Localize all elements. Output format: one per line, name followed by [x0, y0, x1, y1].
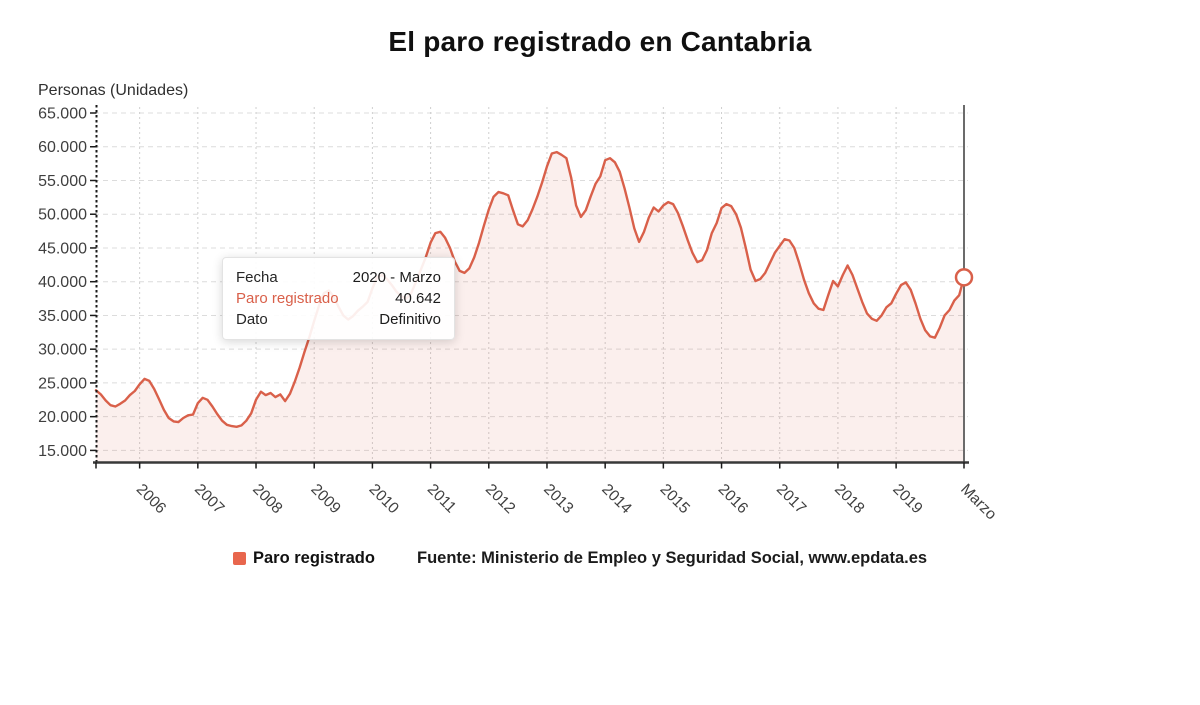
y-axis-title: Personas (Unidades)	[38, 82, 189, 99]
svg-text:2015: 2015	[657, 481, 693, 517]
tooltip-label-paro: Paro registrado	[236, 290, 339, 307]
svg-text:40.000: 40.000	[38, 274, 87, 291]
svg-text:2017: 2017	[773, 481, 809, 517]
tooltip-row-paro: Paro registrado 40.642	[236, 290, 441, 308]
svg-text:2018: 2018	[831, 481, 867, 517]
tooltip-value-dato: Definitivo	[379, 311, 441, 328]
svg-text:15.000: 15.000	[38, 443, 87, 460]
y-axis	[90, 105, 98, 464]
svg-text:2013: 2013	[540, 481, 576, 517]
tooltip-row-fecha: Fecha 2020 - Marzo	[236, 269, 441, 287]
legend-swatch-icon	[233, 552, 246, 565]
svg-text:2016: 2016	[715, 481, 751, 517]
svg-text:65.000: 65.000	[38, 106, 87, 123]
series-area	[96, 152, 964, 462]
x-axis-tick-labels: 2006 2007 2008 2009 2010 2011 2012 2013 2014 2015…	[133, 481, 1000, 523]
legend-item-paro-registrado[interactable]: Paro registrado	[233, 549, 375, 568]
svg-text:2010: 2010	[366, 481, 403, 518]
tooltip-label-dato: Dato	[236, 311, 268, 328]
svg-text:30.000: 30.000	[38, 342, 87, 359]
svg-text:Marzo: Marzo	[957, 481, 999, 523]
svg-text:60.000: 60.000	[38, 139, 87, 156]
svg-text:25.000: 25.000	[38, 375, 87, 392]
tooltip-value-fecha: 2020 - Marzo	[352, 269, 441, 286]
page-title: El paro registrado en Cantabria	[388, 26, 812, 57]
svg-text:2019: 2019	[889, 481, 925, 517]
svg-text:2011: 2011	[424, 481, 460, 517]
svg-text:2007: 2007	[191, 481, 227, 517]
tooltip-row-dato: Dato Definitivo	[236, 311, 441, 329]
legend-label: Paro registrado	[253, 549, 375, 567]
svg-text:45.000: 45.000	[38, 240, 87, 257]
svg-text:20.000: 20.000	[38, 409, 87, 426]
svg-text:2006: 2006	[133, 481, 169, 517]
svg-text:2008: 2008	[249, 481, 285, 517]
chart-tooltip: Fecha 2020 - Marzo Paro registrado 40.64…	[222, 257, 455, 340]
svg-text:2014: 2014	[598, 481, 635, 518]
svg-text:2009: 2009	[307, 481, 343, 517]
svg-text:50.000: 50.000	[38, 207, 87, 224]
highlight-point-marker	[954, 268, 974, 287]
tooltip-value-paro: 40.642	[395, 290, 441, 307]
series-line	[94, 150, 966, 428]
svg-text:2012: 2012	[482, 481, 518, 517]
tooltip-label-fecha: Fecha	[236, 269, 278, 286]
svg-text:35.000: 35.000	[38, 308, 87, 325]
source-attribution: Fuente: Ministerio de Empleo y Seguridad…	[417, 549, 928, 567]
x-axis	[93, 461, 969, 469]
svg-text:55.000: 55.000	[38, 173, 87, 190]
y-axis-tick-labels: 15.000 20.000 25.000 30.000 35.000 40.000 45.0…	[38, 106, 87, 460]
